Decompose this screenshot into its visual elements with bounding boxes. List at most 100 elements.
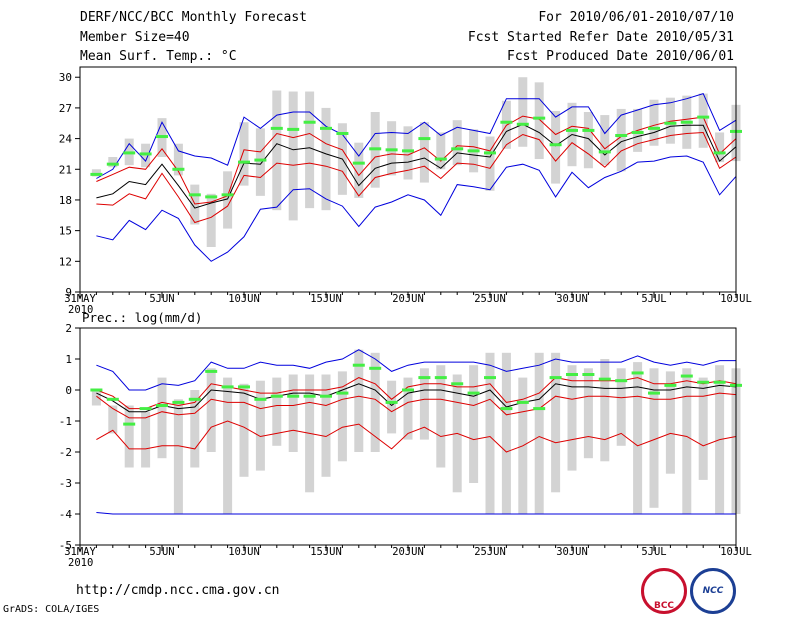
temp-spread-box bbox=[190, 184, 200, 225]
temp-y-tick-label: 24 bbox=[59, 133, 73, 146]
temp-y-tick-label: 18 bbox=[59, 194, 72, 207]
prec-x-tick-label: 31MAY bbox=[64, 546, 96, 558]
prec-x-tick-label: 15JUN bbox=[310, 546, 342, 558]
prec-spread-box bbox=[633, 362, 643, 514]
prec-spread-box bbox=[157, 377, 167, 459]
temp-spread-box bbox=[419, 122, 429, 183]
prec-spread-box bbox=[583, 368, 593, 459]
ncc-logo-text: NCC bbox=[702, 586, 724, 596]
temp-spread-box bbox=[616, 108, 626, 172]
temp-y-tick-label: 21 bbox=[59, 163, 72, 176]
prec-series-ensemble-mean bbox=[96, 383, 737, 413]
prec-spread-box bbox=[682, 368, 692, 514]
temp-x-tick-label: 5JUL bbox=[641, 293, 666, 305]
temp-spread-box bbox=[403, 126, 413, 180]
temp-spread-box bbox=[288, 91, 298, 221]
temp-spread-box bbox=[108, 157, 118, 168]
prec-spread-box bbox=[337, 371, 347, 462]
temp-x-tick-label: 10JUN bbox=[228, 293, 260, 305]
prec-spread-box bbox=[665, 371, 675, 474]
temp-spread-box bbox=[272, 90, 282, 211]
prec-spread-box bbox=[91, 390, 101, 406]
prec-spread-box bbox=[419, 368, 429, 440]
prec-spread-box bbox=[698, 377, 708, 480]
temp-spread-box bbox=[354, 142, 364, 198]
temp-spread-box bbox=[255, 128, 265, 196]
prec-spread-box bbox=[469, 365, 479, 483]
prec-spread-box bbox=[551, 352, 561, 493]
member-size: Member Size=40 bbox=[80, 30, 190, 45]
temp-spread-box bbox=[321, 107, 331, 211]
temp-spread-box bbox=[583, 112, 593, 169]
prec-spread-box bbox=[108, 405, 118, 434]
prec-y-tick-label: 1 bbox=[65, 353, 72, 366]
temp-spread-box bbox=[206, 193, 216, 247]
temp-x-tick-label: 31MAY bbox=[64, 293, 96, 305]
temp-spread-box bbox=[649, 99, 659, 146]
prec-x-tick-label: 10JUL bbox=[720, 546, 752, 558]
temp-x-tick-label: 10JUL bbox=[720, 293, 752, 305]
temp-y-tick-label: 12 bbox=[59, 255, 72, 268]
prec-spread-box bbox=[616, 368, 626, 446]
temp-spread-box bbox=[485, 136, 495, 191]
prec-series-minimum bbox=[96, 512, 736, 515]
prec-x-tick-label: 25JUN bbox=[474, 546, 506, 558]
forecast-produced-date: Fcst Produced Date 2010/06/01 bbox=[507, 49, 734, 64]
temp-x-tick-label: 15JUN bbox=[310, 293, 342, 305]
temp-x-tick-label: 30JUN bbox=[556, 293, 588, 305]
prec-spread-box bbox=[141, 411, 151, 468]
prec-spread-box bbox=[649, 368, 659, 508]
temp-spread-box bbox=[305, 91, 315, 209]
prec-spread-box bbox=[436, 365, 446, 468]
temp-series-lower-inner bbox=[96, 131, 737, 224]
temp-x-tick-label: 20JUN bbox=[392, 293, 424, 305]
prec-spread-box bbox=[567, 365, 577, 471]
prec-spread-box bbox=[501, 352, 511, 514]
temp-spread-box bbox=[518, 77, 528, 147]
temp-spread-box bbox=[698, 93, 708, 148]
prec-spread-box bbox=[239, 383, 249, 477]
temp-spread-box bbox=[551, 110, 561, 184]
temp-series-ensemble-mean bbox=[96, 123, 737, 209]
grads-credit: GrADS: COLA/IGES bbox=[3, 604, 100, 615]
bcc-logo-text: BCC bbox=[653, 601, 675, 611]
prec-panel-title: Prec.: log(mm/d) bbox=[82, 310, 202, 325]
variable-label: Mean Surf. Temp.: °C bbox=[80, 49, 237, 64]
prec-spread-box bbox=[190, 390, 200, 468]
prec-spread-box bbox=[206, 368, 216, 452]
prec-x-tick-label: 20JUN bbox=[392, 546, 424, 558]
temp-spread-box bbox=[715, 132, 725, 163]
temp-x-tick-label: 5JUN bbox=[149, 293, 174, 305]
temp-y-tick-label: 27 bbox=[59, 102, 72, 115]
prec-spread-box bbox=[255, 380, 265, 471]
temp-spread-box bbox=[91, 169, 101, 177]
temp-spread-box bbox=[452, 120, 462, 166]
prec-y-tick-label: -1 bbox=[59, 415, 72, 428]
temp-spread-box bbox=[387, 121, 397, 176]
temp-spread-box bbox=[239, 122, 249, 186]
prec-spread-box bbox=[124, 405, 134, 468]
temp-spread-box bbox=[436, 132, 446, 170]
forecast-period: For 2010/06/01-2010/07/10 bbox=[538, 10, 734, 25]
source-url[interactable]: http://cmdp.ncc.cma.gov.cn bbox=[76, 583, 280, 598]
prec-x-tick-label: 5JUL bbox=[641, 546, 666, 558]
temp-x-year-label: 2010 bbox=[68, 304, 93, 316]
prec-spread-box bbox=[370, 352, 380, 452]
prec-spread-box bbox=[387, 380, 397, 434]
temp-spread-box bbox=[534, 82, 544, 160]
prec-series-upper-inner bbox=[96, 377, 737, 410]
prec-spread-box bbox=[354, 349, 364, 452]
prec-y-tick-label: -3 bbox=[59, 477, 72, 490]
prec-y-tick-label: -5 bbox=[59, 539, 72, 552]
prec-x-tick-label: 5JUN bbox=[149, 546, 174, 558]
prec-spread-box bbox=[288, 374, 298, 452]
temp-spread-box bbox=[141, 143, 151, 168]
prec-x-year-label: 2010 bbox=[68, 557, 93, 569]
prec-spread-box bbox=[272, 377, 282, 446]
prec-y-tick-label: 2 bbox=[65, 322, 72, 335]
temp-y-tick-label: 30 bbox=[59, 71, 72, 84]
prec-spread-box bbox=[321, 374, 331, 477]
prec-spread-box bbox=[534, 352, 544, 514]
prec-y-tick-label: -2 bbox=[59, 446, 72, 459]
chart-title: DERF/NCC/BCC Monthly Forecast bbox=[80, 10, 307, 25]
